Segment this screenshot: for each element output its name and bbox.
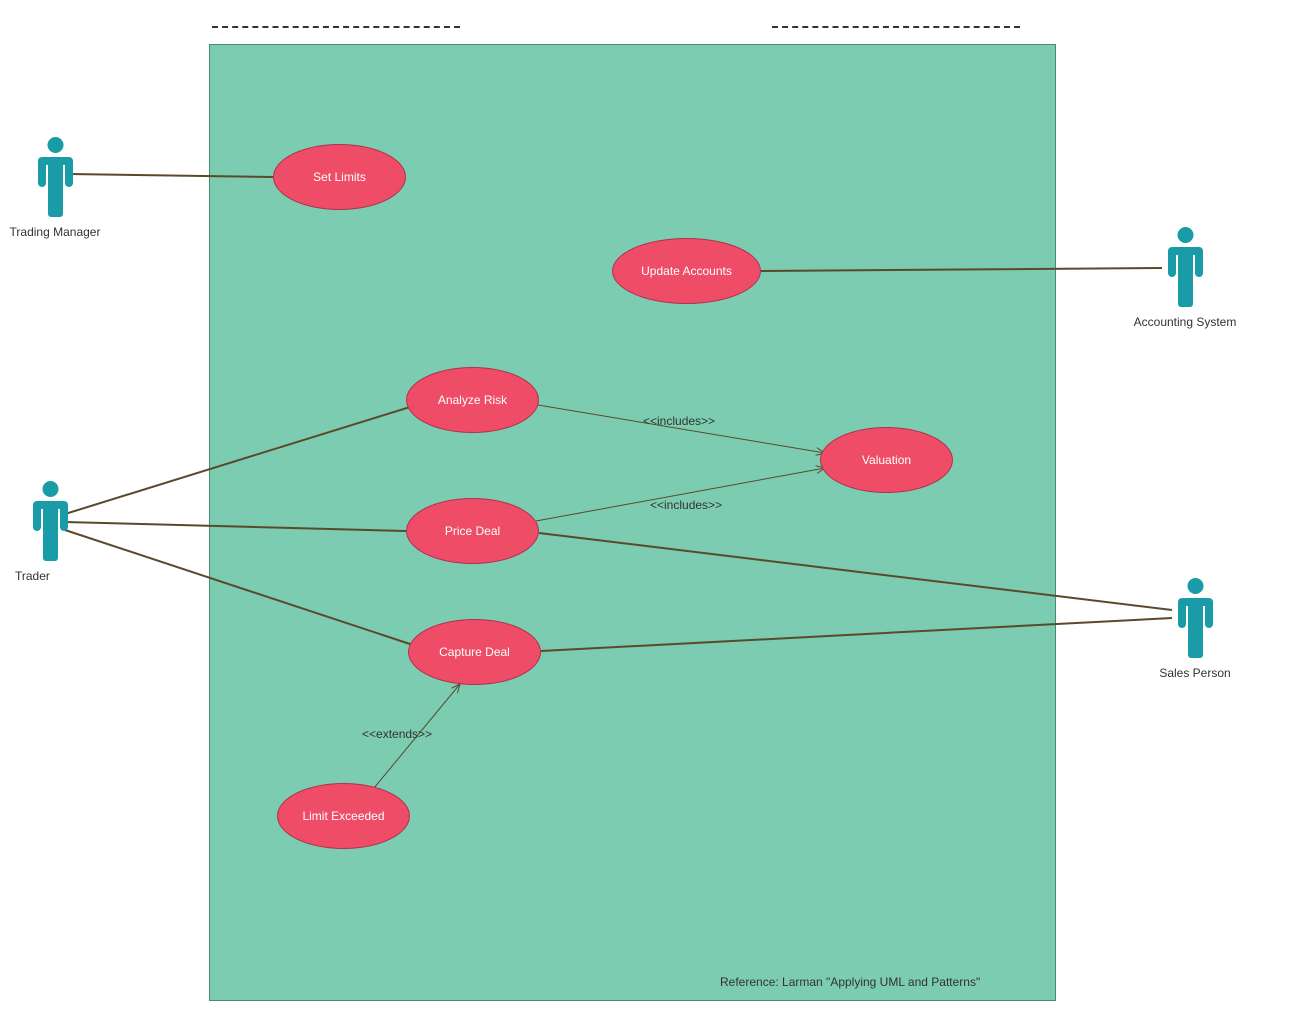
- actor-label: Trading Manager: [10, 225, 101, 239]
- person-icon: [1163, 225, 1208, 310]
- edge-label-includes-1: <<includes>>: [643, 414, 715, 428]
- person-icon: [33, 135, 78, 220]
- person-icon: [28, 479, 73, 564]
- actor-trader: Trader: [15, 479, 85, 583]
- usecase-analyze-risk: Analyze Risk: [406, 367, 539, 433]
- usecase-label: Update Accounts: [641, 264, 732, 278]
- dashed-line-left: [212, 26, 460, 28]
- actor-trading-manager: Trading Manager: [10, 135, 100, 239]
- actor-label: Accounting System: [1134, 315, 1237, 329]
- edge-label-includes-2: <<includes>>: [650, 498, 722, 512]
- person-icon: [1173, 576, 1218, 661]
- actor-sales-person: Sales Person: [1150, 576, 1240, 680]
- usecase-label: Capture Deal: [439, 645, 510, 659]
- actor-accounting-system: Accounting System: [1130, 225, 1240, 329]
- usecase-label: Set Limits: [313, 170, 366, 184]
- actor-label: Sales Person: [1159, 666, 1230, 680]
- usecase-price-deal: Price Deal: [406, 498, 539, 564]
- edge-label-extends-1: <<extends>>: [362, 727, 432, 741]
- actor-label: Trader: [15, 569, 50, 583]
- usecase-set-limits: Set Limits: [273, 144, 406, 210]
- usecase-label: Valuation: [862, 453, 911, 467]
- reference-text: Reference: Larman "Applying UML and Patt…: [720, 975, 980, 989]
- usecase-valuation: Valuation: [820, 427, 953, 493]
- usecase-label: Limit Exceeded: [302, 809, 384, 823]
- usecase-label: Price Deal: [445, 524, 500, 538]
- usecase-label: Analyze Risk: [438, 393, 507, 407]
- usecase-limit-exceeded: Limit Exceeded: [277, 783, 410, 849]
- usecase-capture-deal: Capture Deal: [408, 619, 541, 685]
- usecase-update-accounts: Update Accounts: [612, 238, 761, 304]
- dashed-line-right: [772, 26, 1020, 28]
